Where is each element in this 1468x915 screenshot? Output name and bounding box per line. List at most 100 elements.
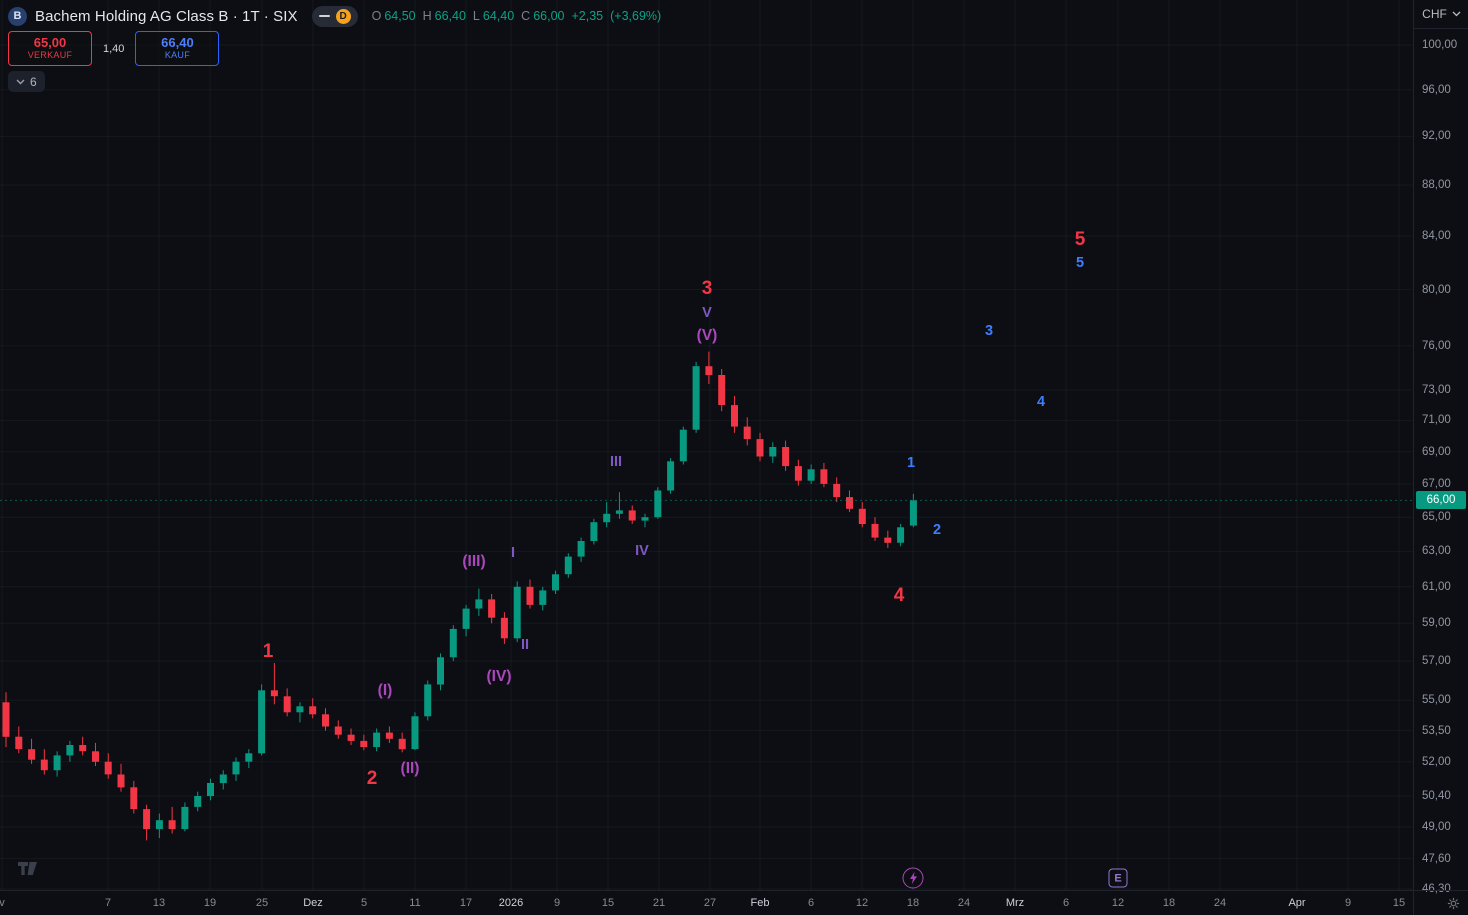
candle	[92, 742, 99, 766]
price-tick: 52,00	[1422, 756, 1451, 768]
candle	[475, 588, 483, 616]
price-tick: 69,00	[1422, 446, 1451, 458]
candle	[731, 396, 738, 433]
price-tick: 61,00	[1422, 581, 1451, 593]
time-label: 13	[152, 897, 166, 909]
candle	[130, 780, 138, 814]
candle	[28, 738, 36, 764]
gear-icon[interactable]	[1447, 897, 1460, 910]
candle	[833, 477, 841, 503]
currency-label: CHF	[1422, 7, 1447, 21]
candle	[181, 802, 189, 832]
time-axis[interactable]: v 7 13 19 25 Dez 5 11 17 2026 9 15 21 27 Feb 6 12 18 24 Mrz…	[0, 890, 1413, 915]
candle	[424, 680, 432, 721]
time-label: 7	[104, 897, 112, 909]
candle	[373, 728, 381, 752]
time-label: 2026	[498, 897, 524, 909]
price-tick: 80,00	[1422, 284, 1451, 296]
wave-label[interactable]: III	[609, 454, 623, 470]
price-axis[interactable]: CHF 100,00 96,00 92,00 88,00 84,00 80,00 76,00…	[1413, 0, 1468, 895]
time-label: Feb	[750, 897, 770, 909]
candlestick-chart[interactable]	[0, 0, 1413, 890]
candle	[871, 517, 879, 541]
interval-badge: D	[335, 8, 351, 24]
wave-label[interactable]: 4	[893, 585, 905, 606]
candle	[718, 369, 726, 412]
candle	[155, 813, 163, 839]
open-label: O	[371, 9, 382, 23]
time-label: 12	[855, 897, 869, 909]
price-tick: 76,00	[1422, 340, 1451, 352]
wave-label[interactable]: 5	[1074, 229, 1086, 250]
candle	[232, 757, 240, 781]
wave-label[interactable]: 3	[984, 323, 994, 339]
object-count: 6	[30, 74, 37, 89]
wave-label[interactable]: 2	[366, 768, 378, 789]
wave-label[interactable]: (V)	[696, 327, 718, 344]
wave-label[interactable]: (IV)	[486, 668, 512, 685]
currency-selector[interactable]: CHF	[1414, 0, 1468, 29]
time-label: 15	[1392, 897, 1406, 909]
time-label: 12	[1111, 897, 1125, 909]
lightning-event-icon[interactable]	[902, 867, 924, 889]
menu-dash-icon	[318, 15, 330, 17]
object-tree-pill[interactable]: 6	[8, 71, 45, 92]
time-label: 9	[1344, 897, 1352, 909]
candle	[692, 361, 700, 433]
candle	[66, 740, 74, 762]
candle	[194, 791, 202, 812]
wave-label[interactable]: (I)	[377, 682, 393, 699]
chart-region[interactable]: 1 2 3 4 5 (I) (II) (III) (IV) (V) I II III IV V 1 2 3 4 5 E	[0, 0, 1413, 890]
wave-label[interactable]: (III)	[462, 553, 486, 570]
candle	[526, 579, 534, 609]
wave-label[interactable]: II	[520, 637, 530, 653]
wave-label[interactable]: 5	[1075, 255, 1085, 271]
chevron-down-icon	[1452, 11, 1461, 17]
wave-label[interactable]: 4	[1036, 394, 1046, 410]
candle	[756, 432, 764, 462]
symbol-title[interactable]: Bachem Holding AG Class B · 1T · SIX	[35, 7, 298, 25]
last-price-badge: 66,00	[1416, 491, 1466, 509]
time-label: 18	[906, 897, 920, 909]
wave-label[interactable]: (II)	[400, 760, 420, 777]
candle	[334, 720, 342, 739]
wave-label[interactable]: 1	[262, 641, 274, 662]
candle	[667, 458, 675, 494]
candle	[245, 749, 253, 769]
time-label: v	[0, 897, 5, 909]
wave-label[interactable]: IV	[635, 543, 649, 559]
wave-label[interactable]: 3	[701, 278, 713, 299]
wave-label[interactable]: V	[702, 305, 712, 321]
symbol-legend: B Bachem Holding AG Class B · 1T · SIX D…	[8, 5, 661, 27]
candle	[858, 502, 866, 528]
candle	[143, 804, 151, 841]
candle	[207, 778, 214, 801]
price-tick: 50,40	[1422, 790, 1451, 802]
candle	[769, 442, 777, 463]
buy-button[interactable]: 66,40 KAUF	[135, 31, 220, 66]
price-tick: 53,50	[1422, 725, 1451, 737]
time-label: Dez	[303, 897, 323, 909]
wave-label[interactable]: 1	[906, 455, 916, 471]
time-label: 11	[409, 897, 421, 909]
time-label: 27	[703, 897, 717, 909]
candle	[743, 417, 751, 446]
candle	[219, 770, 227, 790]
candle	[807, 464, 815, 484]
wave-label[interactable]: 2	[932, 522, 942, 538]
candle	[846, 490, 853, 513]
interval-pill[interactable]: D	[311, 5, 358, 27]
wave-label[interactable]: I	[510, 545, 516, 561]
time-label: 19	[203, 897, 217, 909]
sell-button[interactable]: 65,00 VERKAUF	[8, 31, 92, 66]
time-label: 18	[1162, 897, 1176, 909]
price-tick: 67,00	[1422, 478, 1451, 490]
tradingview-logo[interactable]	[16, 860, 46, 882]
ohlc-readout: O 64,50 H 66,40 L 64,40 C 66,00 +2,35 (+…	[372, 9, 662, 23]
price-tick: 88,00	[1422, 179, 1451, 191]
candle	[168, 806, 176, 834]
earnings-event-icon[interactable]: E	[1108, 868, 1128, 888]
time-label: 9	[553, 897, 561, 909]
candle	[79, 736, 87, 756]
candle	[820, 462, 828, 488]
